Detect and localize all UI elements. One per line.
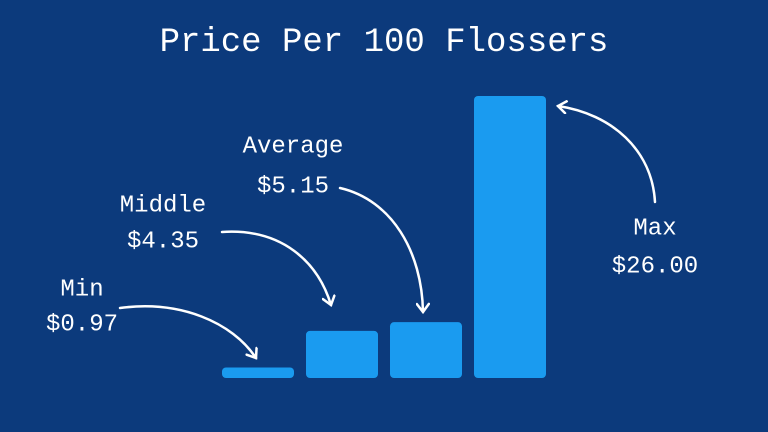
category-label: Average [243, 133, 344, 160]
chart-title: Price Per 100 Flossers [160, 24, 609, 62]
value-label: $5.15 [257, 173, 329, 200]
value-label: $4.35 [127, 228, 199, 255]
arrows [118, 106, 657, 358]
value-label: $26.00 [612, 253, 698, 280]
arrow [220, 230, 331, 305]
arrow [338, 186, 423, 312]
arrow [118, 305, 256, 358]
bar [474, 96, 546, 378]
arrow [558, 106, 657, 204]
category-label: Max [633, 215, 676, 242]
category-label: Middle [120, 192, 206, 219]
value-label: $0.97 [46, 311, 118, 338]
bar [222, 367, 294, 378]
bar [306, 330, 378, 378]
category-label: Min [60, 276, 103, 303]
bar [390, 322, 462, 378]
